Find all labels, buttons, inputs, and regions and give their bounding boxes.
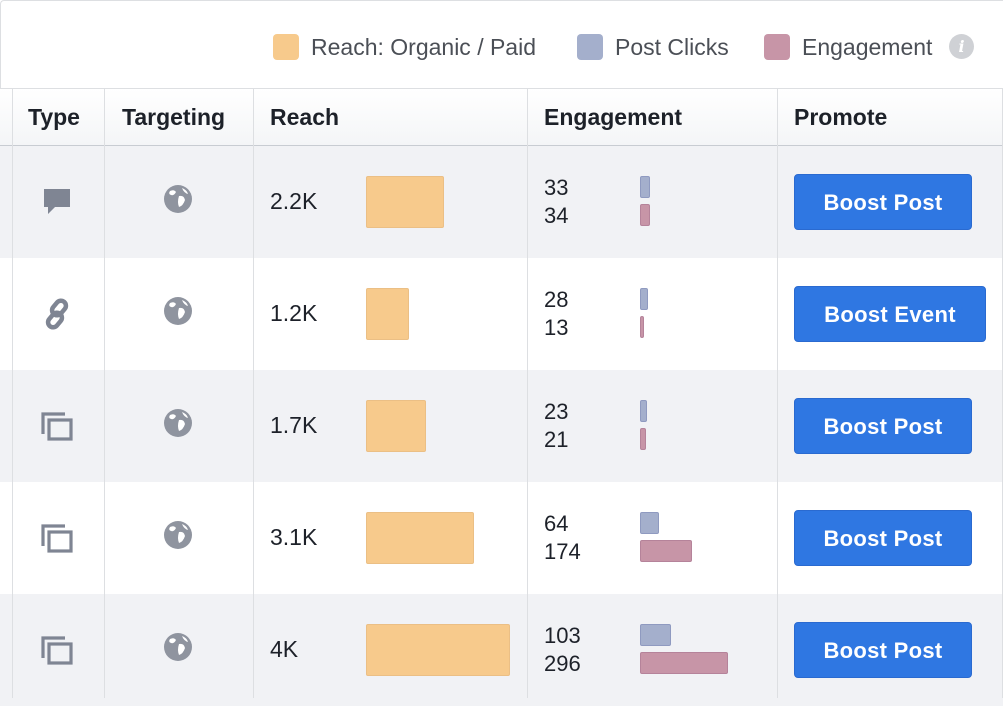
table-row: 3.1K 64 174 Boost Post — [0, 482, 1003, 594]
post-clicks-value: 103 — [544, 623, 581, 648]
table-row: 4K 103 296 Boost Post — [0, 594, 1003, 706]
reach-bar — [366, 176, 444, 228]
column-header-promote[interactable]: Promote — [794, 104, 888, 130]
chart-legend: Reach: Organic / Paid Post Clicks Engage… — [0, 0, 1003, 88]
legend-label-reach: Reach: Organic / Paid — [311, 33, 537, 60]
table-right-border — [1002, 88, 1003, 698]
column-divider — [527, 88, 528, 698]
engagement-value: 21 — [544, 427, 569, 452]
post-clicks-bar — [640, 176, 650, 198]
column-divider — [104, 88, 105, 698]
column-divider — [777, 88, 778, 698]
reach-value: 4K — [270, 636, 299, 662]
reach-bar — [366, 288, 409, 340]
column-divider — [12, 88, 13, 698]
reach-bar — [366, 512, 474, 564]
legend-swatch-engagement — [764, 34, 790, 60]
post-clicks-value: 33 — [544, 175, 569, 200]
engagement-bar — [640, 316, 644, 338]
engagement-value: 296 — [544, 651, 581, 676]
table-row: 1.7K 23 21 Boost Post — [0, 370, 1003, 482]
globe-icon — [164, 409, 192, 437]
legend-item-post-clicks: Post Clicks — [577, 31, 729, 63]
post-clicks-bar — [640, 512, 659, 534]
column-header-targeting[interactable]: Targeting — [122, 104, 226, 130]
reach-bar — [366, 624, 510, 676]
legend-swatch-post-clicks — [577, 34, 603, 60]
engagement-bar — [640, 540, 692, 562]
legend-item-engagement: Engagement — [764, 31, 932, 63]
post-clicks-bar — [640, 400, 647, 422]
comment-icon — [44, 189, 70, 214]
engagement-bar — [640, 652, 728, 674]
boost-post-button[interactable]: Boost Post — [794, 510, 972, 566]
column-divider — [253, 88, 254, 698]
column-header-reach[interactable]: Reach — [270, 104, 340, 130]
globe-icon — [164, 185, 192, 213]
post-clicks-bar — [640, 624, 671, 646]
engagement-value: 34 — [544, 203, 569, 228]
reach-value: 2.2K — [270, 188, 318, 214]
reach-value: 1.7K — [270, 412, 318, 438]
engagement-value: 13 — [544, 315, 569, 340]
boost-post-button[interactable]: Boost Post — [794, 622, 972, 678]
column-header-engagement[interactable]: Engagement — [544, 104, 683, 130]
legend-swatch-reach — [273, 34, 299, 60]
post-clicks-bar — [640, 288, 648, 310]
boost-event-button[interactable]: Boost Event — [794, 286, 986, 342]
legend-label-post-clicks: Post Clicks — [615, 33, 729, 60]
globe-icon — [164, 521, 192, 549]
legend-label-engagement: Engagement — [802, 33, 933, 60]
globe-icon — [164, 297, 192, 325]
post-clicks-value: 23 — [544, 399, 569, 424]
link-icon — [45, 298, 69, 330]
reach-value: 3.1K — [270, 524, 318, 550]
table-header: Type Targeting Reach Engagement Promote — [0, 88, 1003, 146]
album-icon — [41, 524, 73, 553]
reach-bar — [366, 400, 426, 452]
globe-icon — [164, 633, 192, 661]
legend-item-reach: Reach: Organic / Paid — [273, 31, 536, 63]
table-row: 1.2K 28 13 Boost Event — [0, 258, 1003, 370]
info-icon[interactable]: i — [949, 34, 974, 59]
boost-post-button[interactable]: Boost Post — [794, 174, 972, 230]
engagement-bar — [640, 204, 650, 226]
boost-post-button[interactable]: Boost Post — [794, 398, 972, 454]
reach-value: 1.2K — [270, 300, 318, 326]
engagement-bar — [640, 428, 646, 450]
column-header-type[interactable]: Type — [28, 104, 80, 130]
album-icon — [41, 412, 73, 441]
table-row: 2.2K 33 34 Boost Post — [0, 146, 1003, 258]
post-clicks-value: 28 — [544, 287, 569, 312]
album-icon — [41, 636, 73, 665]
engagement-value: 174 — [544, 539, 581, 564]
post-clicks-value: 64 — [544, 511, 569, 536]
